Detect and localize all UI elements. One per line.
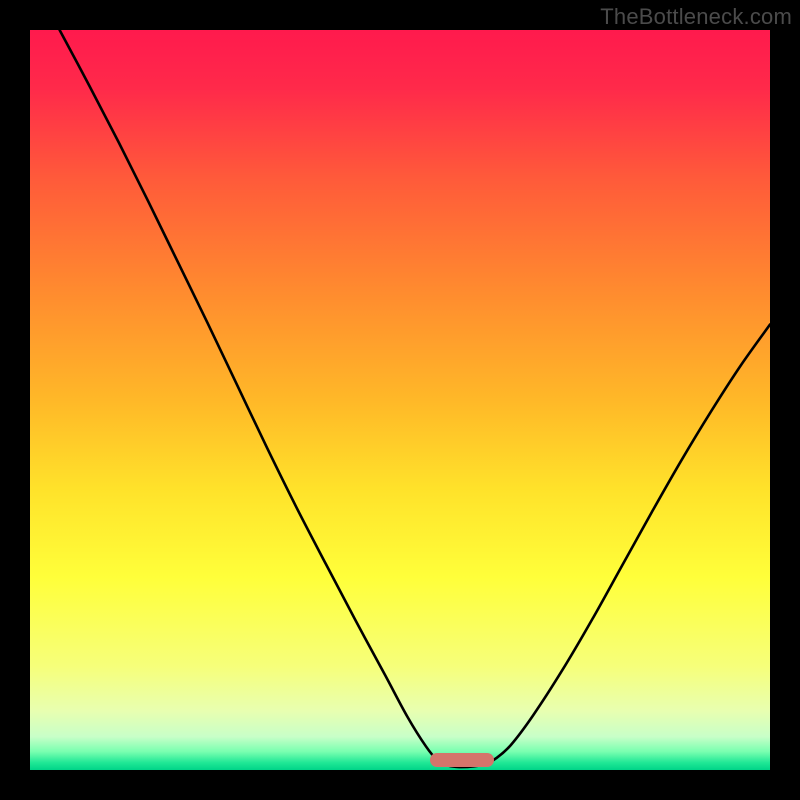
- bottleneck-curve: [30, 30, 770, 770]
- plot-area: [30, 30, 770, 770]
- watermark-text: TheBottleneck.com: [600, 4, 792, 30]
- bottleneck-chart: TheBottleneck.com: [0, 0, 800, 800]
- optimal-range-marker: [430, 753, 494, 767]
